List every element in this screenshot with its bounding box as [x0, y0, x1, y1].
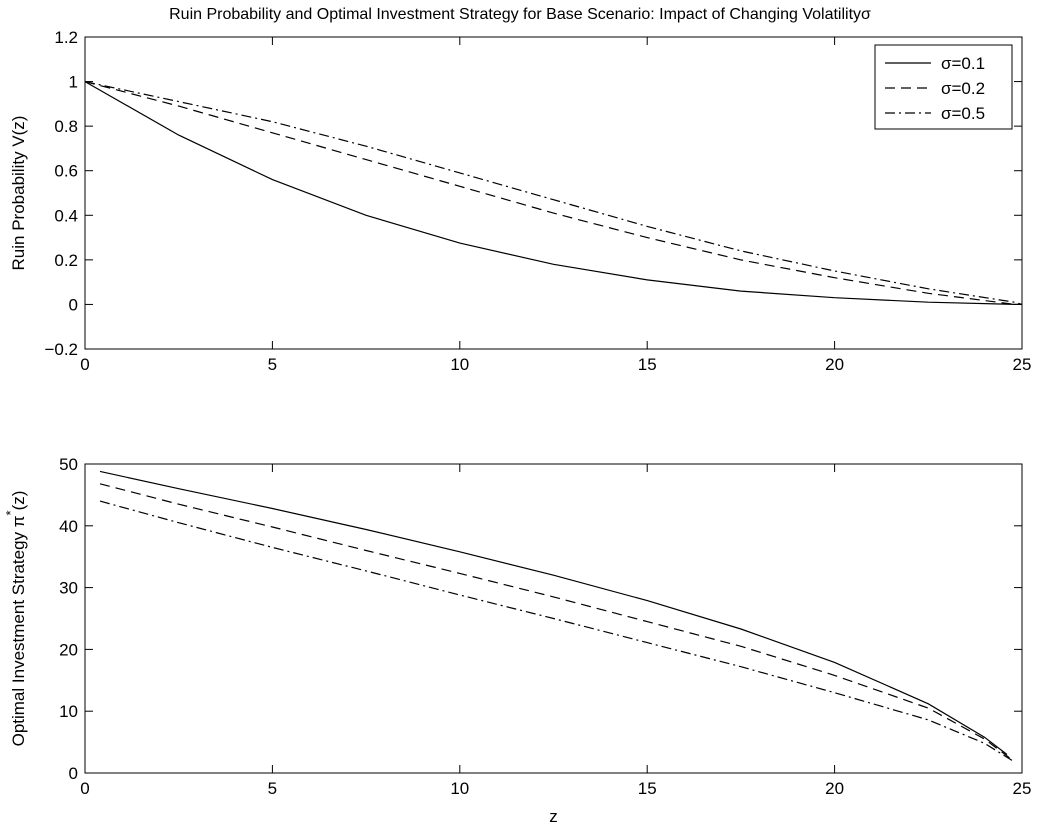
top-y-tick-label: 1 [69, 73, 78, 92]
top-y-tick-label: 0.8 [54, 117, 78, 136]
bottom-x-tick-label: 0 [80, 779, 89, 798]
top-x-tick-label: 25 [1013, 355, 1032, 374]
bottom-y-axis-label-superscript: * [3, 510, 18, 515]
top-axes-frame [84, 36, 1023, 350]
top-x-tick-label: 5 [268, 355, 277, 374]
legend: σ=0.1 σ=0.2 σ=0.5 [874, 44, 1013, 130]
bottom-x-tick-label: 15 [638, 779, 657, 798]
bottom-y-tick-label: 40 [59, 517, 78, 536]
top-y-tick-label: 0 [69, 295, 78, 314]
bottom-y-tick-label: 20 [59, 640, 78, 659]
top-x-tick-label: 0 [80, 355, 89, 374]
figure-title: Ruin Probability and Optimal Investment … [169, 6, 871, 23]
bottom-series-line-2 [99, 483, 1012, 760]
top-y-tick-label: −0.2 [44, 340, 78, 359]
bottom-x-tick-label: 10 [450, 779, 469, 798]
bottom-y-tick-label: 30 [59, 579, 78, 598]
top-x-tick-label: 10 [450, 355, 469, 374]
bottom-x-tick-label: 5 [268, 779, 277, 798]
top-x-tick-label: 15 [638, 355, 657, 374]
bottom-y-axis-label-suffix: (z) [9, 491, 28, 511]
top-y-axis-label: Ruin Probability V(z) [9, 116, 28, 271]
bottom-y-tick-label: 0 [69, 764, 78, 783]
legend-entry-3: σ=0.5 [941, 104, 985, 123]
legend-box [874, 44, 1013, 130]
top-series-line-1 [84, 81, 1022, 305]
bottom-axes-frame [84, 463, 1023, 774]
top-y-tick-label: 1.2 [54, 28, 78, 47]
top-series-line-3 [84, 81, 1023, 305]
bottom-y-tick-label: 10 [59, 702, 78, 721]
bottom-x-axis-label: z [549, 807, 558, 826]
bottom-series-line-1 [99, 470, 1008, 755]
top-y-tick-label: 0.2 [54, 251, 78, 270]
top-x-tick-label: 20 [825, 355, 844, 374]
legend-entry-2: σ=0.2 [941, 79, 985, 98]
bottom-x-tick-label: 20 [825, 779, 844, 798]
top-y-tick-label: 0.4 [54, 206, 78, 225]
bottom-y-tick-label: 50 [59, 455, 78, 474]
top-y-tick-label: 0.6 [54, 162, 78, 181]
bottom-series-line-3 [99, 500, 1015, 763]
legend-entry-1: σ=0.1 [941, 54, 985, 73]
top-series-line-2 [84, 81, 1022, 305]
bottom-x-tick-label: 25 [1013, 779, 1032, 798]
